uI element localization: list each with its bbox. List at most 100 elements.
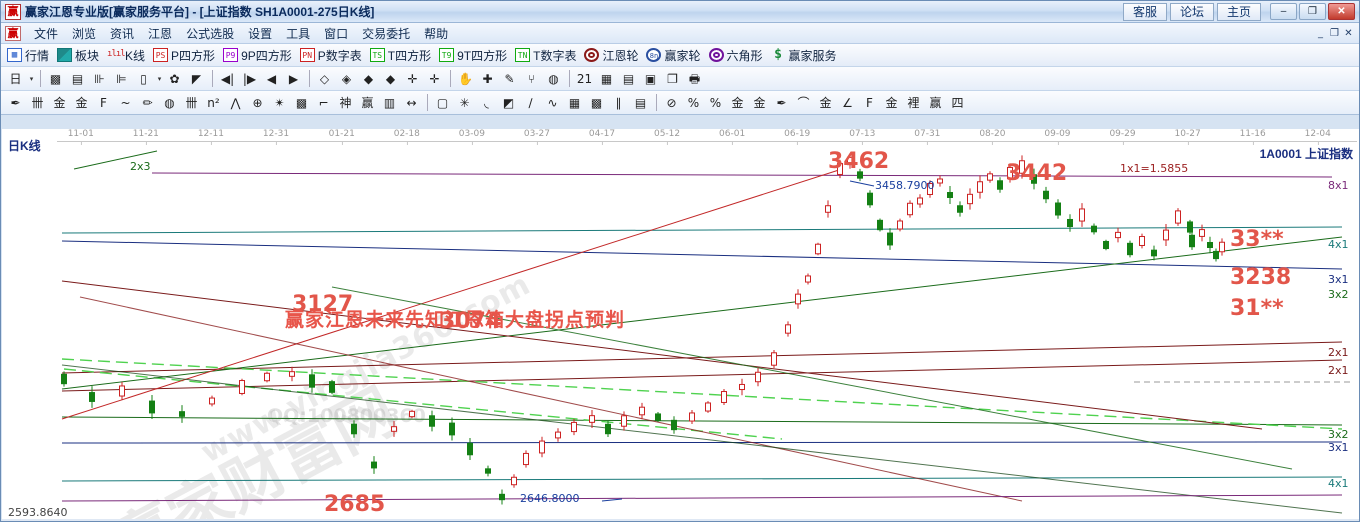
customer-service-button[interactable]: 客服 — [1122, 2, 1167, 21]
save-icon[interactable]: ▣ — [644, 71, 657, 86]
menu-item-settings[interactable]: 设置 — [248, 26, 273, 41]
percent-level-icon[interactable]: % — [709, 95, 722, 110]
indicator-9-icon[interactable]: ⊫ — [116, 71, 127, 86]
spiral-icon[interactable]: ~ — [120, 95, 131, 110]
hand-tool-icon[interactable]: ✋ — [458, 71, 473, 86]
step-icon[interactable]: ⌐ — [318, 95, 329, 110]
menu-item-news[interactable]: 资讯 — [110, 26, 135, 41]
toolbar-winner-service[interactable]: $ 赢家服务 — [768, 47, 842, 64]
ying-level-icon[interactable]: 赢 — [929, 95, 942, 110]
menu-item-browse[interactable]: 浏览 — [72, 26, 97, 41]
ying-grid-icon[interactable]: 赢 — [361, 95, 374, 110]
n-square-icon[interactable]: n² — [207, 95, 220, 110]
star-burst-icon[interactable]: ✴ — [274, 95, 285, 110]
close-button[interactable]: ✕ — [1328, 3, 1355, 20]
gann-fan-icon[interactable]: ✳ — [459, 95, 470, 110]
f-scale-icon[interactable]: F — [100, 95, 107, 110]
formula-icon[interactable]: ✿ — [169, 71, 180, 86]
expand-v-diamond-icon[interactable]: ✛ — [407, 71, 418, 86]
last-page-icon[interactable]: |▶ — [242, 71, 257, 86]
gann-grid-icon[interactable]: 卌 — [31, 95, 44, 110]
gold-scale-1-icon[interactable]: 金 — [53, 95, 66, 110]
ladder-icon[interactable]: ▤ — [634, 95, 647, 110]
gann-square-icon[interactable]: ◩ — [502, 95, 515, 110]
menu-item-trade[interactable]: 交易委托 — [362, 26, 411, 41]
target-circle-icon[interactable]: ⊕ — [252, 95, 263, 110]
toolbar-t-square[interactable]: TS T四方形 — [367, 47, 436, 64]
toolbar-winner-wheel[interactable]: 8ŋ 赢家轮 — [643, 47, 705, 64]
grid-lines-icon[interactable]: 卌 — [185, 95, 198, 110]
candle-dropdown-caret[interactable]: ▾ — [157, 75, 162, 83]
menu-item-formula-screen[interactable]: 公式选股 — [186, 26, 235, 41]
trendline-icon[interactable]: ∕ — [528, 95, 533, 110]
toolbar-9t-square[interactable]: T9 9T四方形 — [436, 47, 512, 64]
pen-level-icon[interactable]: ✒ — [776, 95, 787, 110]
ruler-icon[interactable]: ▥ — [383, 95, 396, 110]
prev-icon[interactable]: ◀ — [266, 71, 277, 86]
gold-level-icon[interactable]: 金 — [753, 95, 766, 110]
grid-b-icon[interactable]: ▩ — [590, 95, 603, 110]
shrink-h-diamond-icon[interactable]: ◆ — [385, 71, 396, 86]
toolbar-gann-wheel[interactable]: 江恩轮 — [581, 47, 643, 64]
first-page-icon[interactable]: ◀| — [220, 71, 235, 86]
period-dropdown-caret[interactable]: ▾ — [29, 75, 34, 83]
notes-icon[interactable]: ▤ — [622, 71, 635, 86]
measure-icon[interactable]: ↔ — [406, 95, 417, 110]
print-icon[interactable]: 🖶 — [688, 71, 701, 86]
gold-band-icon[interactable]: 金 — [819, 95, 832, 110]
menu-item-file[interactable]: 文件 — [34, 26, 59, 41]
single-candle-icon[interactable]: ▯ — [140, 71, 147, 86]
shrink-v-diamond-icon[interactable]: ✛ — [429, 71, 440, 86]
f-level-icon[interactable]: F — [866, 95, 873, 110]
percent-fan-icon[interactable]: ⊘ — [666, 95, 677, 110]
gann-box-icon[interactable]: ▢ — [436, 95, 449, 110]
arc-level-icon[interactable]: ⌒ — [797, 95, 810, 110]
zigzag-icon[interactable]: ∿ — [547, 95, 558, 110]
grid-a-icon[interactable]: ▦ — [568, 95, 581, 110]
toolbar-kline[interactable]: ılıl K线 — [104, 47, 150, 64]
crosshair-tool-icon[interactable]: ✚ — [482, 71, 493, 86]
period-day-button[interactable]: 日 — [9, 71, 22, 86]
brain-tool-icon[interactable]: ◍ — [548, 71, 559, 86]
fan-tool-icon[interactable]: ⑂ — [527, 71, 536, 86]
li-level-icon[interactable]: 裡 — [907, 95, 920, 110]
homepage-button[interactable]: 主页 — [1216, 2, 1261, 21]
gold-circle-icon[interactable]: 金 — [731, 95, 744, 110]
percent-icon[interactable]: % — [687, 95, 700, 110]
toolbar-hexagon[interactable]: 六角形 — [706, 47, 768, 64]
indicator-3-icon[interactable]: ⊪ — [94, 71, 105, 86]
si-level-icon[interactable]: 四 — [951, 95, 964, 110]
toolbar-sectors[interactable]: 板块 — [54, 47, 104, 64]
toolbar-9p-square[interactable]: P9 9P四方形 — [220, 47, 297, 64]
calculator-icon[interactable]: ▦ — [600, 71, 613, 86]
toolbar-p-number-table[interactable]: PN P数字表 — [297, 47, 367, 64]
angle-lines-icon[interactable]: ⋀ — [230, 95, 241, 110]
gold-angle-icon[interactable]: 金 — [885, 95, 898, 110]
overlay-icon[interactable]: ▩ — [49, 71, 62, 86]
draw-tool-icon[interactable]: ✎ — [504, 71, 515, 86]
next-icon[interactable]: ▶ — [288, 71, 299, 86]
doc-close-button[interactable]: ✕ — [1344, 28, 1353, 39]
menu-item-tools[interactable]: 工具 — [286, 26, 311, 41]
doc-minimize-button[interactable]: _ — [1318, 28, 1323, 39]
gann-circle-icon[interactable]: ◍ — [164, 95, 175, 110]
menu-item-gann[interactable]: 江恩 — [148, 26, 173, 41]
pen-draw-icon[interactable]: ✒ — [10, 95, 21, 110]
report-icon[interactable]: ▤ — [71, 71, 84, 86]
forum-button[interactable]: 论坛 — [1169, 2, 1214, 21]
angle-level-icon[interactable]: ∠ — [842, 95, 853, 110]
toolbar-t-number-table[interactable]: TN T数字表 — [512, 47, 581, 64]
minimize-button[interactable]: – — [1270, 3, 1297, 20]
chart-canvas[interactable]: 日K线 1A0001 上证指数 11-01 11-21 12-11 12-31 01-2… — [2, 129, 1359, 521]
toolbar-quotes[interactable]: ▦ 行情 — [4, 47, 54, 64]
square-net-icon[interactable]: ▩ — [295, 95, 308, 110]
calendar-icon[interactable]: 21 — [576, 71, 593, 86]
zoom-in-diamond-icon[interactable]: ◈ — [341, 71, 352, 86]
zoom-out-diamond-icon[interactable]: ◇ — [319, 71, 330, 86]
menu-item-window[interactable]: 窗口 — [324, 26, 349, 41]
expand-h-diamond-icon[interactable]: ◆ — [363, 71, 374, 86]
doc-restore-button[interactable]: ❐ — [1330, 28, 1339, 39]
shen-grid-icon[interactable]: 神 — [339, 95, 352, 110]
gann-arc-icon[interactable]: ◟ — [484, 95, 489, 110]
toolbar-p-square[interactable]: PS P四方形 — [150, 47, 220, 64]
